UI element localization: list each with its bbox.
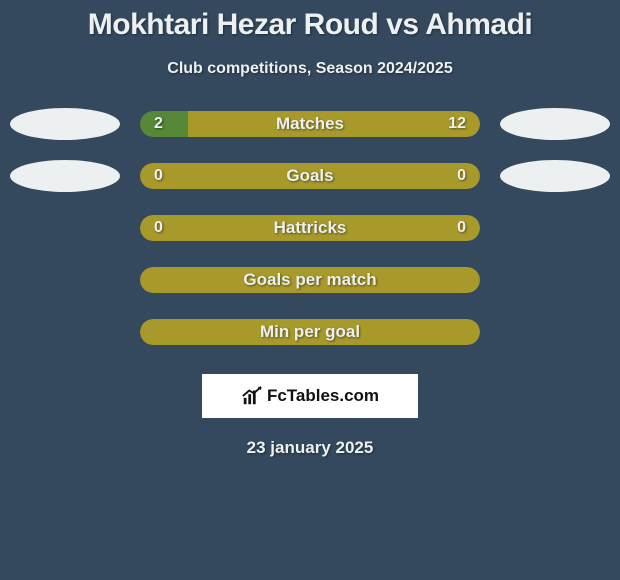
stat-value-left: 2	[154, 115, 163, 133]
stat-value-left: 0	[154, 219, 163, 237]
stat-value-right: 0	[457, 167, 466, 185]
stat-value-right: 0	[457, 219, 466, 237]
page-subtitle: Club competitions, Season 2024/2025	[0, 60, 620, 78]
stat-row: Min per goal	[0, 316, 620, 348]
bars-container: 2 Matches 12 0 Goals 0 0 Hattricks 0 Goals per ma…	[0, 108, 620, 348]
spacer	[10, 212, 120, 244]
player-oval-right	[500, 108, 610, 140]
logo-box: FcTables.com	[202, 374, 418, 418]
stat-bar: 0 Hattricks 0	[140, 215, 480, 241]
bar-fill-left	[140, 111, 188, 137]
stat-label: Goals per match	[243, 270, 376, 290]
date-label: 23 january 2025	[0, 438, 620, 458]
spacer	[10, 316, 120, 348]
stat-label: Goals	[286, 166, 333, 186]
stat-label: Hattricks	[274, 218, 347, 238]
stat-bar: Min per goal	[140, 319, 480, 345]
chart-icon	[241, 385, 263, 407]
stat-row: 2 Matches 12	[0, 108, 620, 140]
stat-row: Goals per match	[0, 264, 620, 296]
stat-bar: 0 Goals 0	[140, 163, 480, 189]
logo-text: FcTables.com	[267, 386, 379, 406]
stat-bar: 2 Matches 12	[140, 111, 480, 137]
stat-bar: Goals per match	[140, 267, 480, 293]
stat-row: 0 Hattricks 0	[0, 212, 620, 244]
stat-value-left: 0	[154, 167, 163, 185]
page-title: Mokhtari Hezar Roud vs Ahmadi	[0, 8, 620, 42]
player-oval-left	[10, 108, 120, 140]
stat-row: 0 Goals 0	[0, 160, 620, 192]
stat-label: Matches	[276, 114, 344, 134]
stat-label: Min per goal	[260, 322, 360, 342]
stat-value-right: 12	[448, 115, 466, 133]
spacer	[500, 212, 610, 244]
player-oval-left	[10, 160, 120, 192]
spacer	[500, 264, 610, 296]
player-oval-right	[500, 160, 610, 192]
spacer	[10, 264, 120, 296]
spacer	[500, 316, 610, 348]
comparison-infographic: Mokhtari Hezar Roud vs Ahmadi Club compe…	[0, 0, 620, 458]
